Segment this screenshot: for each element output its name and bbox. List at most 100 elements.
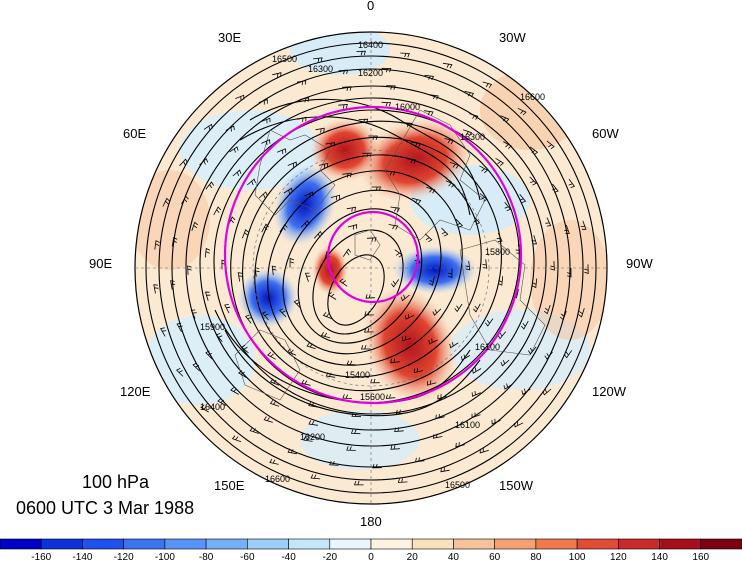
wind-barb <box>342 172 352 178</box>
blue-anomaly-east <box>393 246 477 294</box>
wind-barb <box>205 181 215 190</box>
red-anomaly-south <box>362 286 458 404</box>
magenta-outer-circle <box>223 105 523 405</box>
colorbar-box <box>123 538 166 550</box>
wind-barb <box>400 294 410 302</box>
colorbar-tick-label: 40 <box>448 552 460 561</box>
wind-barb <box>310 474 321 480</box>
longitude-label-60e: 60E <box>123 126 147 141</box>
wind-barb <box>503 383 513 390</box>
wind-barb <box>366 237 377 242</box>
wind-barb <box>230 387 239 395</box>
wind-barb <box>442 62 453 69</box>
colorbar-box <box>659 538 702 550</box>
contour-label: 16600 <box>265 474 290 484</box>
wind-barb <box>346 446 356 451</box>
wind-barb <box>249 427 259 434</box>
orange-patch <box>135 170 210 270</box>
wind-barb <box>449 161 460 169</box>
wind-barb <box>346 206 356 212</box>
wind-barb <box>411 141 421 148</box>
colorbar-box <box>411 538 454 550</box>
wind-barb <box>449 342 459 349</box>
colorbar-ticks: -160 -140 -120 -100 -80 -60 -40 -20 0 20 40 60 80 100… <box>31 552 709 561</box>
wind-barb <box>261 311 269 321</box>
wind-barb <box>429 94 439 100</box>
wind-barb <box>444 138 454 145</box>
wind-barb <box>464 90 475 98</box>
wind-barb <box>390 445 400 450</box>
wind-barb <box>154 240 160 250</box>
wind-barb <box>441 227 449 237</box>
contour-label: 16400 <box>358 40 383 50</box>
colorbar: -160 -140 -120 -100 -80 -60 -40 -20 0 20 40 60 80 100… <box>0 538 742 561</box>
wind-barb <box>504 202 512 212</box>
colorbar-box <box>288 538 331 550</box>
valid-time-label: 0600 UTC 3 Mar 1988 <box>16 498 195 518</box>
wind-barb <box>497 331 507 340</box>
wind-barb <box>482 259 488 269</box>
wind-barb <box>479 193 488 202</box>
wind-barb <box>320 331 331 339</box>
wind-barb <box>546 140 555 150</box>
wind-barb <box>432 308 442 316</box>
longitude-label-180: 180 <box>360 514 382 529</box>
wind-barb <box>529 176 537 186</box>
colorbar-tick-label: -60 <box>240 552 255 561</box>
wind-barb <box>365 294 376 299</box>
wind-barb <box>405 313 415 320</box>
wind-barb <box>527 346 537 355</box>
contour-label: 16500 <box>445 480 470 490</box>
contour-label: 16300 <box>460 132 485 142</box>
colorbar-tick-label: -140 <box>72 552 92 561</box>
wind-barb <box>261 223 269 233</box>
wind-barb <box>314 230 323 239</box>
longitude-label-90w: 90W <box>626 256 653 271</box>
wind-barb <box>495 157 504 166</box>
light-blue-patch <box>145 315 255 405</box>
wind-barb <box>263 416 273 423</box>
wind-barb <box>360 345 371 350</box>
colorbar-box <box>535 538 578 550</box>
wind-barb <box>297 116 307 122</box>
wind-barb <box>190 309 197 319</box>
wind-barb <box>440 467 450 473</box>
wind-barb <box>432 433 443 439</box>
colorbar-tick-label: 120 <box>610 552 627 561</box>
wind-barb <box>258 191 268 199</box>
wind-barb <box>559 310 567 321</box>
contour-label: 16600 <box>520 92 545 102</box>
coastlines <box>234 109 546 401</box>
wind-barb <box>563 350 573 359</box>
wind-barb <box>296 80 307 86</box>
wind-barb <box>192 362 200 372</box>
wind-barb <box>329 460 339 466</box>
wind-barb <box>584 264 589 274</box>
wind-barb <box>313 57 323 63</box>
wind-barb <box>279 308 287 318</box>
wind-barb <box>176 322 183 332</box>
colorbar-box <box>494 538 537 550</box>
wind-barb <box>246 178 256 186</box>
wind-barb <box>153 284 159 294</box>
wind-barb <box>315 127 325 133</box>
wind-barb <box>258 99 268 105</box>
wind-barb <box>325 372 336 378</box>
wind-barb <box>217 398 226 406</box>
wind-barb <box>462 129 473 137</box>
wind-barb <box>287 448 298 455</box>
colorbar-tick-label: 80 <box>530 552 542 561</box>
colorbar-tick-label: 140 <box>651 552 668 561</box>
wind-barb <box>347 224 358 230</box>
wind-barb <box>242 229 249 239</box>
wind-barb <box>550 261 555 271</box>
wind-barb <box>491 418 501 425</box>
wind-barb <box>447 268 453 279</box>
wind-barb <box>304 191 314 198</box>
longitude-label-90e: 90E <box>89 256 113 271</box>
wind-barb <box>245 314 252 324</box>
wind-barb <box>229 146 239 153</box>
wind-barb <box>479 447 489 454</box>
colorbar-box <box>205 538 248 550</box>
wind-barb <box>479 165 488 174</box>
